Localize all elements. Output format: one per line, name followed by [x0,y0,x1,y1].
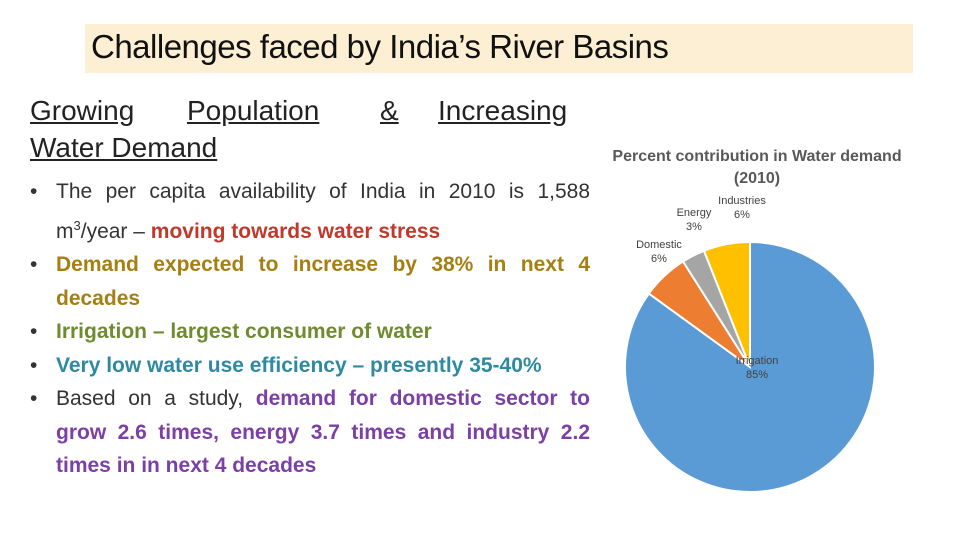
pie-value-industries: 6% [734,209,750,221]
bullet-item-study: • Based on a study, demand for domestic … [30,382,590,483]
bullet-item-demand: • Demand expected to increase by 38% in … [30,248,590,315]
heading-word-population: Population [187,95,320,126]
bullet-item-efficiency: • Very low water use efficiency – presen… [30,349,590,383]
superscript: 3 [73,217,81,233]
bullet-dot: • [30,320,38,343]
bullet-item-availability: • The per capita availability of India i… [30,175,590,248]
bullet-dot: • [30,353,38,377]
heading-word-and: & [380,95,399,126]
slide-title: Challenges faced by India’s River Basins [91,28,669,65]
pie-label-irrigation: Irrigation [736,355,779,367]
bullet-list: • The per capita availability of India i… [30,175,590,483]
bullet-emphasis: moving towards water stress [150,219,441,243]
heading-word-growing: Growing [30,95,135,126]
pie-label-energy: Energy [677,207,712,219]
pie-value-domestic: 6% [651,253,667,265]
bullet-dot: • [30,387,38,410]
bullet-text: The per capita availability of India in … [56,180,590,243]
bullet-dot: • [30,253,38,276]
bullet-text: /year – [80,219,151,243]
pie-label-industries: Industries [718,195,766,207]
pie-label-domestic: Domestic [636,239,682,251]
title-banner: Challenges faced by India’s River Basins [85,24,913,73]
bullet-text: Very low water use efficiency – presentl… [56,353,542,377]
pie-slice-industries [702,240,751,368]
pie-value-energy: 3% [686,221,702,233]
heading-line2: Water Demand [30,132,218,163]
bullet-text: Demand expected to increase by 38% in ne… [56,253,590,310]
chart-title: Percent contribution in Water demand (20… [612,148,902,187]
pie-value-irrigation: 85% [746,369,768,381]
heading-word-increasing: Increasing [438,95,568,126]
bullet-item-irrigation: • Irrigation – largest consumer of water [30,315,590,349]
bullet-text: Irrigation – largest consumer of water [56,320,432,343]
bullet-dot: • [30,180,38,203]
bullet-emphasis: demand for domestic sector to grow 2.6 t… [56,387,590,477]
bullet-text: Based on a study, [56,387,256,410]
